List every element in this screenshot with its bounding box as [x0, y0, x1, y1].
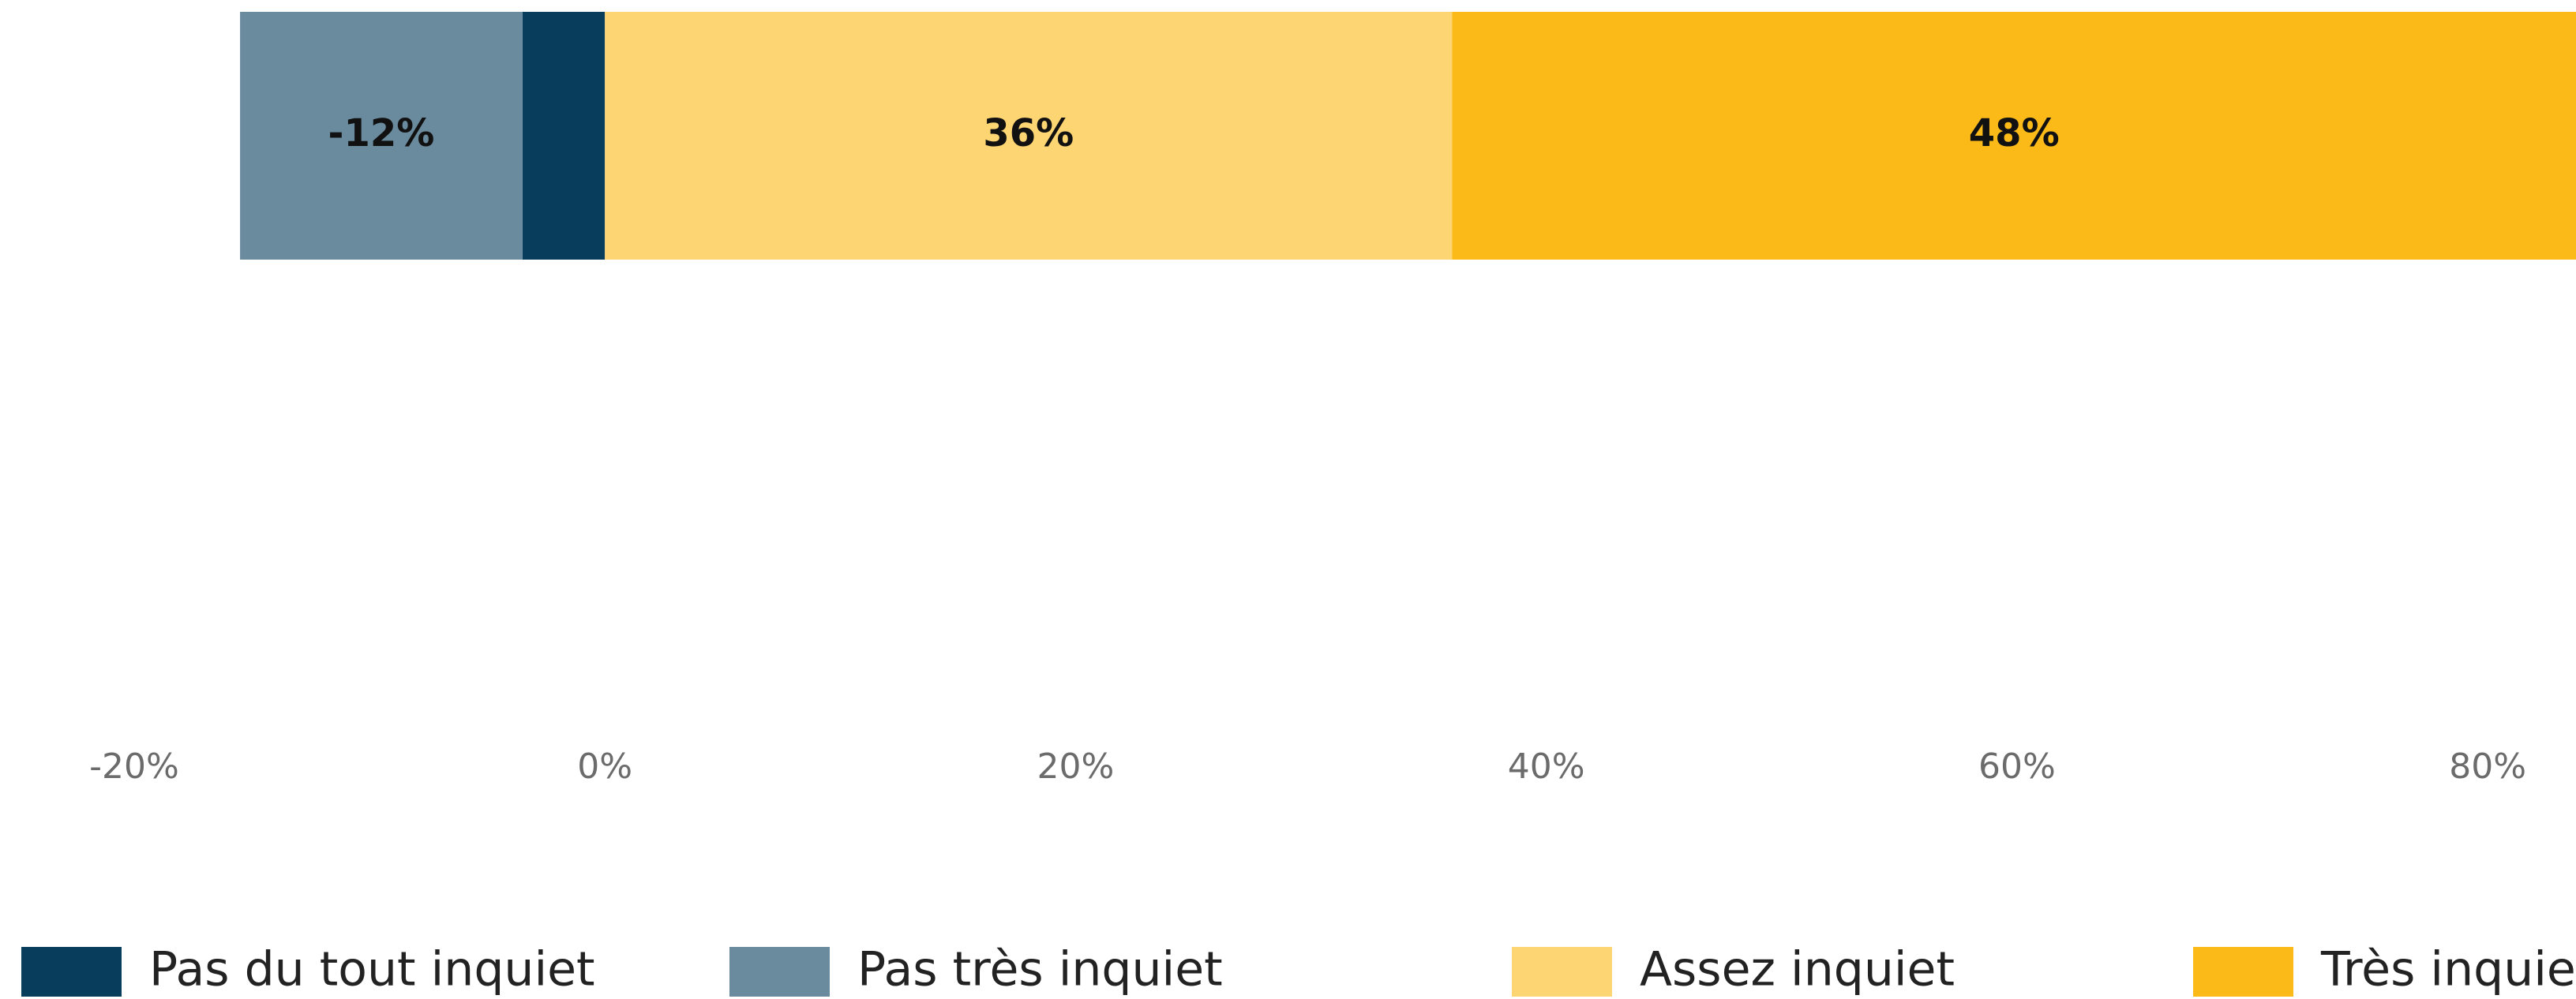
legend-swatch [729, 947, 830, 997]
bar-segment [240, 12, 523, 260]
legend-label: Assez inquiet [1640, 942, 1955, 997]
legend-label: Pas du tout inquiet [149, 942, 595, 997]
legend-label: Pas très inquiet [857, 942, 1223, 997]
x-tick-label: 40% [1508, 746, 1585, 787]
value-label: 36% [983, 111, 1074, 155]
bar-segment [605, 12, 1453, 260]
x-tick-label: 60% [1978, 746, 2056, 787]
value-label: 48% [1969, 111, 2060, 155]
bar-segment [1452, 12, 2576, 260]
legend-swatch [21, 947, 122, 997]
value-label: -12% [328, 111, 435, 155]
legend-swatch [1512, 947, 1612, 997]
x-tick-label: 80% [2449, 746, 2526, 787]
x-tick-label: 20% [1037, 746, 1115, 787]
x-tick-label: 0% [577, 746, 632, 787]
x-tick-label: -20% [89, 746, 179, 787]
bar-segment [522, 12, 606, 260]
legend-swatch [2193, 947, 2293, 997]
legend-label: Très inquiet [2320, 942, 2576, 997]
